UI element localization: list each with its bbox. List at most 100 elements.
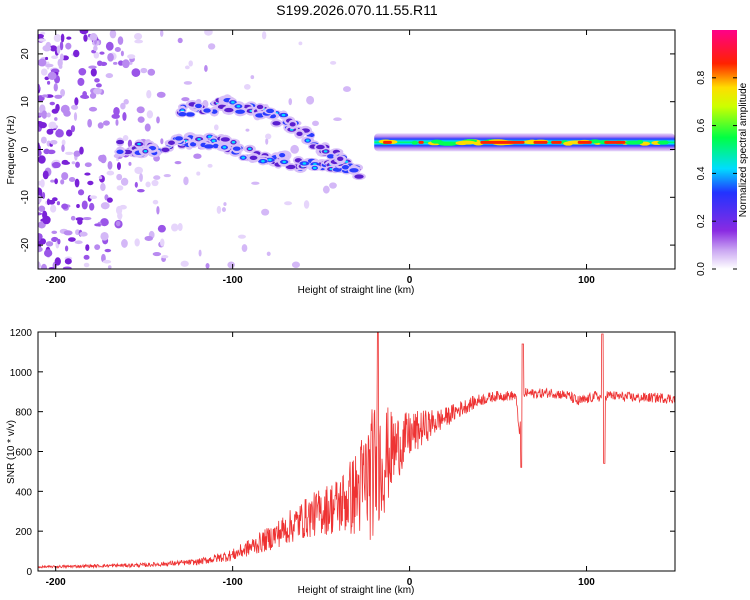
spectral-blob [303,200,310,209]
spectral-blob [38,212,43,216]
spectral-blob [114,47,121,53]
band-peak [383,140,392,144]
colorbar-tick-label: 0.4 [696,166,707,180]
spectral-blob [50,179,55,183]
spectral-blob [251,181,260,185]
spectral-blob [100,232,109,241]
spectral-blob [333,117,342,122]
spectral-blob [288,98,293,106]
y-tick-label: 600 [15,448,32,459]
branch-core [305,139,310,142]
spectral-blob [90,68,97,77]
spectral-blob [79,231,88,237]
band-peak [551,140,562,144]
y-tick-label: 1200 [10,328,33,339]
spectral-blob [113,153,120,159]
spectral-blob [204,64,208,72]
spectral-blob [137,116,145,123]
spectral-blob [82,216,92,221]
branch-core [247,147,252,151]
spectral-blob [59,41,64,51]
spectral-blob [73,112,78,121]
spectral-blob [216,205,222,214]
spectral-blob [60,33,65,43]
spectrogram-main-band [374,133,675,152]
spectral-blob [180,260,189,267]
spectral-blob [49,45,58,52]
y-tick-label: 0 [20,146,31,152]
x-tick-label: -100 [223,275,243,286]
bottom-y-ticks: 0 200 400 600 800 1000 1200 [10,328,675,578]
spectral-blob [57,238,61,245]
colorbar-label: Normalized spectral amplitude [738,82,749,217]
spectral-blob [78,68,87,76]
spectral-blob [75,161,80,168]
spectral-blob [107,265,112,269]
spectral-blob [322,185,330,194]
band-peak [533,140,548,144]
spectral-blob [250,75,255,80]
branch-blob [272,121,281,126]
band-peak [577,140,592,144]
spectral-blob [146,89,152,99]
branch-blob [220,137,230,142]
colorbar-tick-label: 0.0 [696,262,707,276]
spectral-blob [152,199,159,205]
spectral-blob [68,237,76,242]
spectral-blob [38,150,42,156]
spectral-blob [134,181,138,188]
spectral-blob [120,102,126,110]
branch-blob [174,136,183,141]
spectral-blob [89,202,95,211]
branch-core [236,105,241,108]
branch-blob [354,174,364,179]
spectral-blob [122,112,127,121]
branch-core [137,142,141,146]
branch-blob [349,168,359,173]
branch-blob [235,109,246,114]
spectral-blob [291,261,301,268]
branch-blob [203,108,211,113]
spectral-blob [38,58,47,67]
spectral-blob [171,223,179,232]
spectral-blob [99,61,108,66]
branch-blob [212,143,219,149]
spectral-blob [244,84,251,90]
branch-core [222,146,227,149]
spectral-blob [153,175,161,180]
spectral-blob [213,124,219,131]
chart-title: S199.2026.070.11.55.R11 [276,2,438,18]
spectral-blob [38,121,43,125]
spectral-blob [131,68,141,77]
spectral-blob [87,180,94,186]
spectral-blob [116,162,121,170]
spectral-blob [120,177,129,186]
spectral-blob [106,197,113,203]
spectral-blob [306,95,315,105]
x-tick-label: -200 [46,275,66,286]
spectral-blob [156,91,166,98]
bottom-x-ticks: -200 -100 0 100 [46,332,595,588]
spectral-blob [137,188,145,193]
branch-blob [249,155,258,161]
spectral-blob [261,31,267,40]
spectral-blob [83,254,90,260]
spectral-blob [329,182,337,189]
spectral-blob [50,204,57,213]
spectral-blob [40,68,48,76]
branch-core [282,160,286,164]
branch-blob [168,140,175,145]
spectral-blob [44,76,50,81]
branch-core [207,135,212,138]
spectral-blob [102,120,110,126]
spectral-blob [122,135,129,141]
spectral-blob [139,173,143,182]
spectral-blob [65,129,73,137]
spectral-blob [38,246,43,253]
bottom-plot-frame [37,331,676,572]
spectral-blob [151,179,159,187]
spectral-blob [54,94,63,99]
band-peak [480,140,525,144]
spectral-blob [40,136,47,144]
spectral-blob [85,244,90,251]
